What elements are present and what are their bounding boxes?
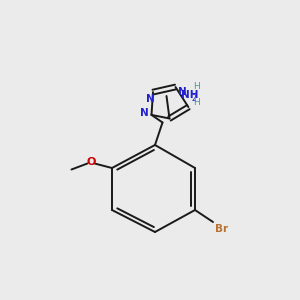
Text: N: N — [178, 87, 187, 98]
Text: 2: 2 — [192, 94, 197, 103]
Text: H: H — [193, 82, 200, 91]
Text: O: O — [86, 157, 96, 167]
Text: NH: NH — [181, 89, 198, 100]
Text: N: N — [140, 108, 148, 118]
Text: H: H — [193, 98, 200, 106]
Text: Br: Br — [214, 224, 228, 233]
Text: N: N — [146, 94, 155, 104]
